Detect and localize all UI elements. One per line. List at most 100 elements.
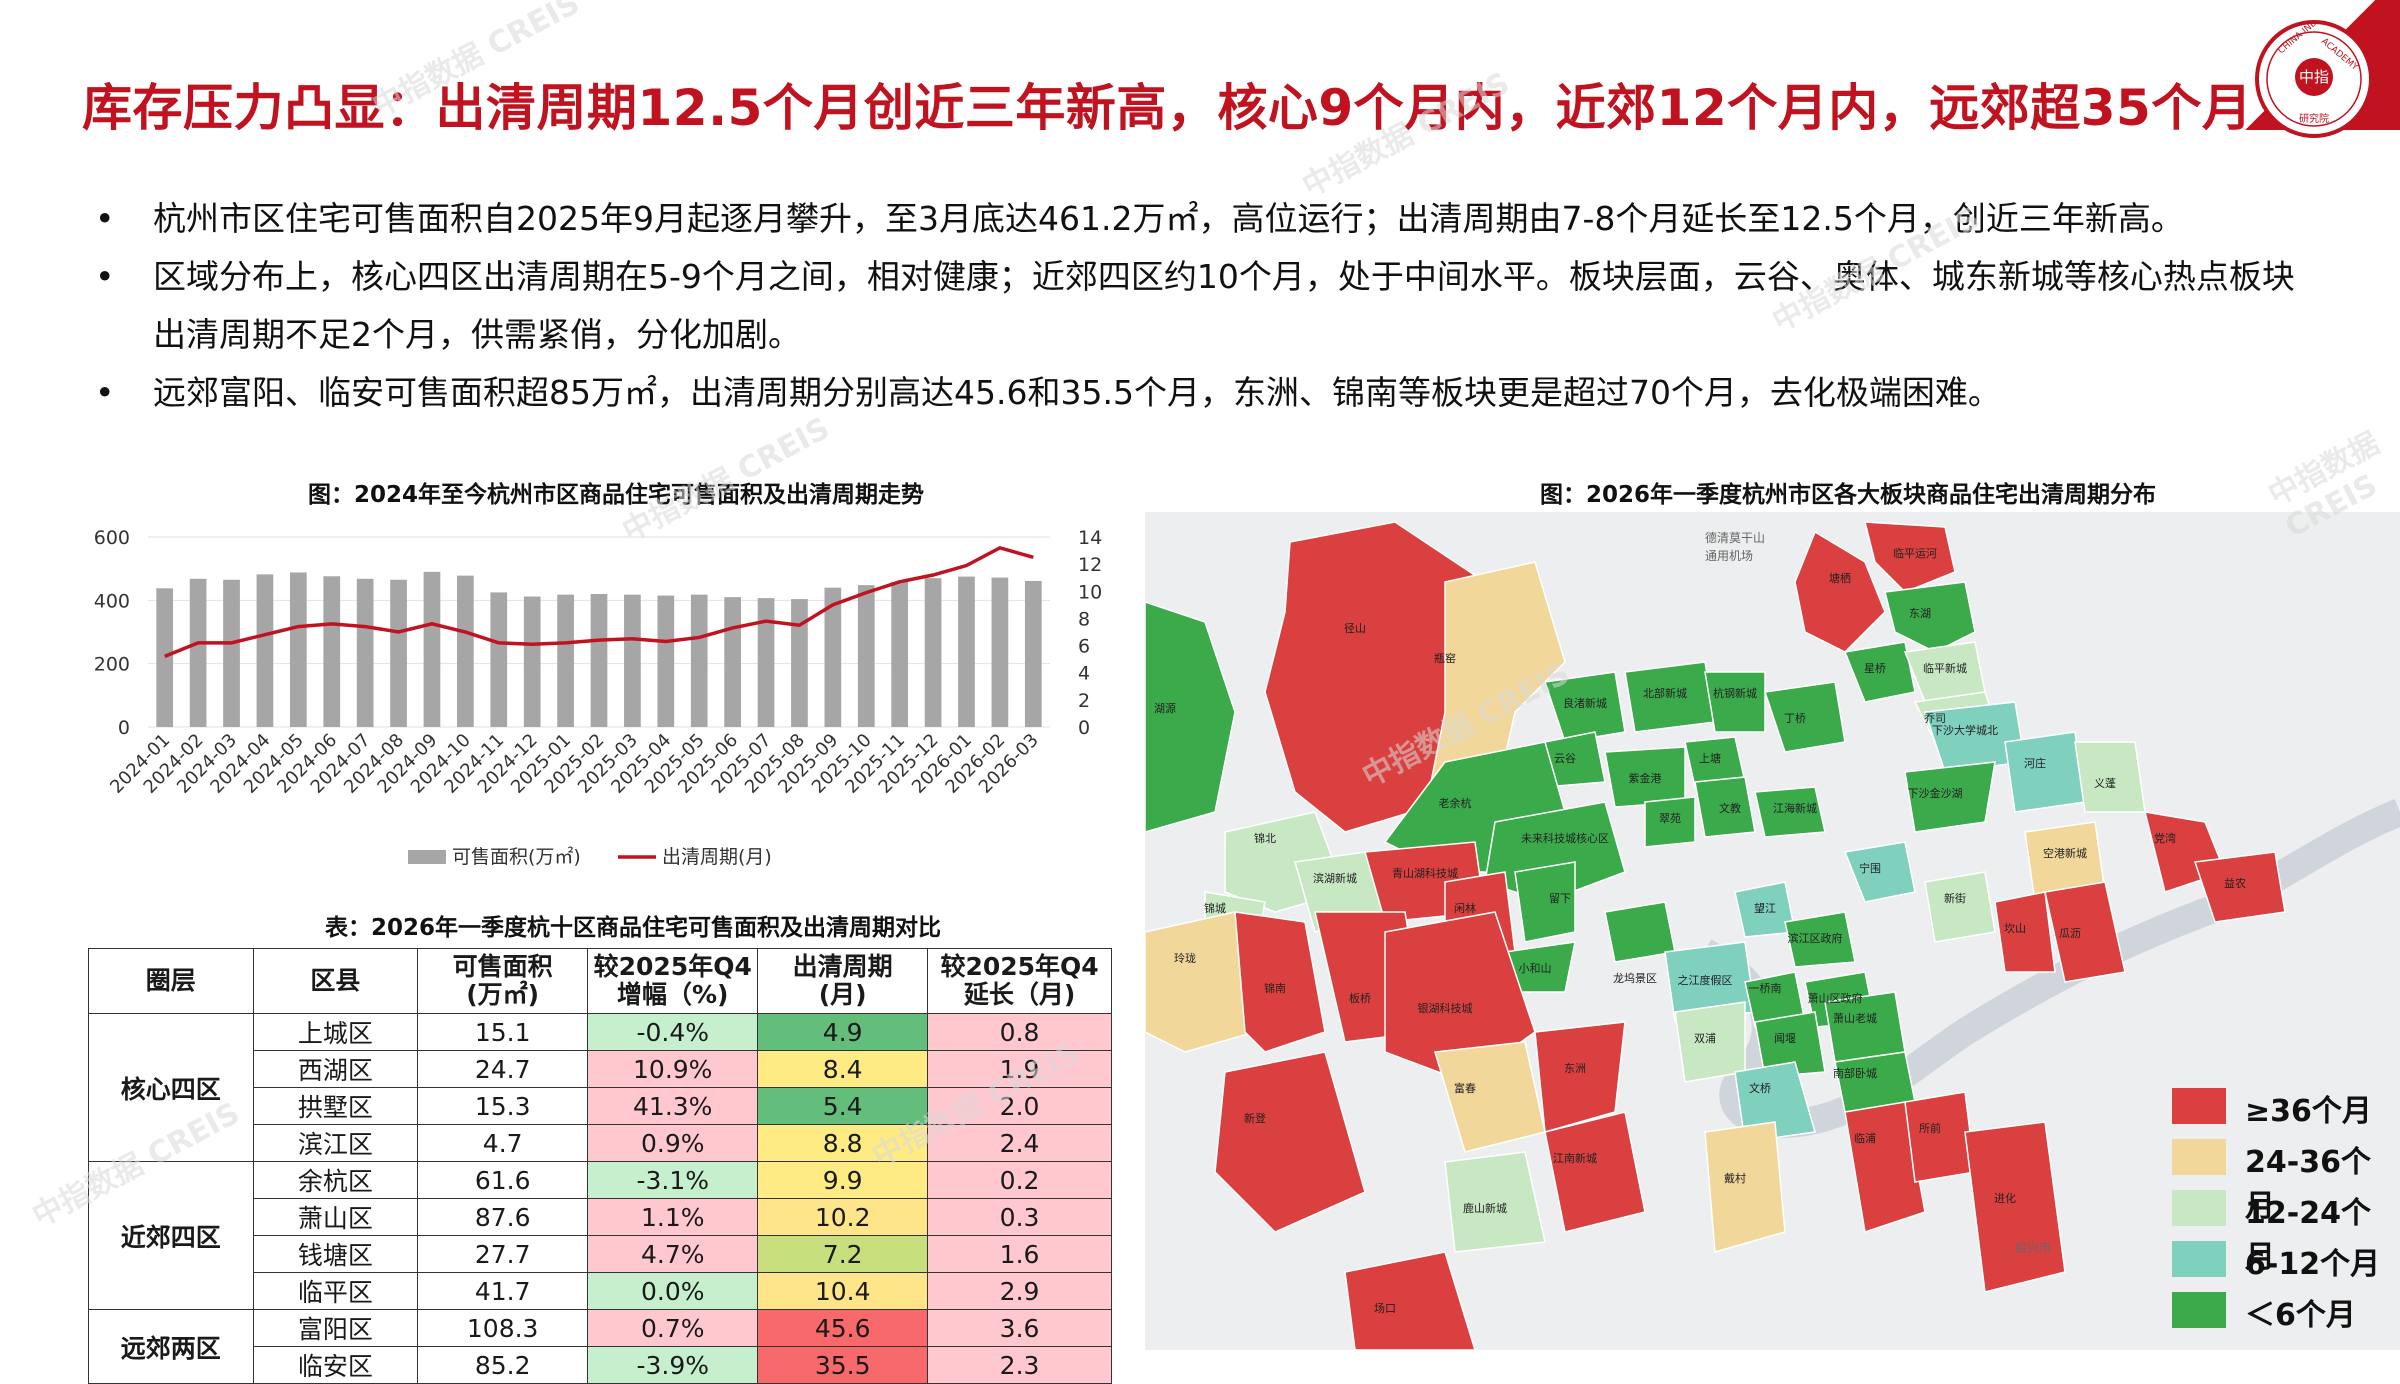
legend-swatch-area xyxy=(408,850,446,864)
map-plate-label: 龙坞景区 xyxy=(1613,971,1657,985)
bar xyxy=(289,572,307,727)
map-plate-label: 临平运河 xyxy=(1893,546,1937,560)
map-plate-region xyxy=(1644,796,1696,848)
cell-district: 钱塘区 xyxy=(252,1235,419,1273)
bullet-item: 杭州市区住宅可售面积自2025年9月起逐月攀升，至3月底达461.2万㎡，高位运… xyxy=(95,190,2295,248)
map-plate-label: 良渚新城 xyxy=(1563,696,1607,710)
map-plate-region xyxy=(1734,1061,1816,1143)
map-plate-region xyxy=(1964,1121,2066,1293)
map-plate-label: 所前 xyxy=(1919,1121,1941,1135)
bar xyxy=(223,579,240,727)
table-row: 滨江区 4.7 0.9% 8.8 2.4 xyxy=(89,1124,1112,1162)
map-plate-label: 玲珑 xyxy=(1174,952,1196,965)
map-plate-label: 南部卧城 xyxy=(1833,1066,1877,1080)
table-row: 拱墅区 15.3 41.3% 5.4 2.0 xyxy=(89,1087,1112,1125)
map-plate-label: 东湖 xyxy=(1909,607,1931,620)
slide: CHINA INDEX ACADEMY 研究院 中指 库存压力凸显：出清周期12… xyxy=(0,0,2400,1350)
map-plate-label: 乔司 xyxy=(1924,712,1946,725)
map-plate-label: 云谷 xyxy=(1554,752,1576,765)
map-plate-label: 径山 xyxy=(1344,622,1366,635)
map-plate-label: 湖源 xyxy=(1154,701,1176,715)
header-area-text: 可售面积 (万㎡) xyxy=(452,952,553,1009)
map-plate-label: 益农 xyxy=(2224,876,2246,890)
svg-text:研究院: 研究院 xyxy=(2299,112,2329,125)
table-header-row: 圈层 区县 可售面积 (万㎡) 较2025年Q4 增幅（%) 出清周期 (月) 较20… xyxy=(88,948,1112,1014)
cell-ring: 远郊两区 xyxy=(88,1309,254,1384)
page-title: 库存压力凸显：出清周期12.5个月创近三年新高，核心9个月内，近郊12个月内，远… xyxy=(82,79,2253,137)
bar xyxy=(490,592,508,727)
map-plate-label: 下沙大学城北 xyxy=(1932,723,1998,737)
map-plate-label: 未来科技城核心区 xyxy=(1521,831,1609,845)
bar xyxy=(724,597,741,727)
map-plate-label: 坎山 xyxy=(2004,922,2026,935)
y-left-tick-label: 400 xyxy=(94,590,130,612)
bar xyxy=(156,588,174,727)
map-plate-region xyxy=(1764,681,1846,753)
cell-district: 临平区 xyxy=(252,1272,419,1310)
cell-district: 上城区 xyxy=(252,1013,419,1051)
legend-swatch xyxy=(2172,1292,2226,1328)
map-plate-region xyxy=(1994,891,2056,973)
map-plate-label: 新街 xyxy=(1944,891,1966,905)
bar xyxy=(791,599,808,727)
bar xyxy=(523,596,541,727)
map-plate-region xyxy=(1444,1151,1546,1253)
map-plate-label: 闲林 xyxy=(1454,901,1476,915)
map-place-label: 通用机场 xyxy=(1705,549,1753,563)
map-plate-label: 滨江区政府 xyxy=(1788,931,1843,945)
map-plate-region xyxy=(1534,1021,1626,1133)
y-right-tick-label: 2 xyxy=(1078,690,1090,712)
map-plate-label: 闻堰 xyxy=(1774,1031,1796,1045)
map-plate-region xyxy=(1904,761,1996,833)
map-plate-label: 翠苑 xyxy=(1659,812,1681,825)
legend-label-cycle: 出清周期(月) xyxy=(662,846,772,868)
cell-cycle-change: 2.0 xyxy=(927,1087,1112,1125)
bar xyxy=(690,594,708,727)
cell-area: 27.7 xyxy=(417,1235,589,1273)
cell-ring: 近郊四区 xyxy=(88,1161,254,1310)
cell-area-change: 41.3% xyxy=(587,1087,759,1125)
bar xyxy=(924,578,942,727)
map-plate-label: 场口 xyxy=(1374,1301,1396,1315)
map-plate-region xyxy=(1864,521,1956,593)
cell-area-change: -0.4% xyxy=(587,1013,759,1051)
bar xyxy=(824,587,842,727)
table-row: 远郊两区 富阳区 108.3 0.7% 45.6 3.6 xyxy=(88,1309,1112,1384)
map-plate-region xyxy=(1924,871,1996,943)
map-place-label: 绍兴市 xyxy=(2015,1240,2051,1255)
map-plate-label: 戴村 xyxy=(1724,1171,1746,1185)
cell-area: 108.3 xyxy=(417,1309,589,1347)
map-plate-label: 小和山 xyxy=(1519,962,1552,975)
header-area-change: 较2025年Q4 增幅（%) xyxy=(587,948,759,1014)
y-left-tick-label: 600 xyxy=(94,527,130,549)
legend-label-area: 可售面积(万㎡) xyxy=(452,845,581,868)
map-plate-label: 萧山老城 xyxy=(1833,1012,1877,1025)
map-plate-label: 宁围 xyxy=(1859,861,1881,875)
map-plate-region xyxy=(1843,841,1916,903)
map-plate-label: 萧山区政府 xyxy=(1808,991,1863,1005)
trend-chart-title: 图：2024年至今杭州市区商品住宅可售面积及出清周期走势 xyxy=(308,482,925,508)
cell-area: 15.3 xyxy=(417,1087,589,1125)
bullet-list: 杭州市区住宅可售面积自2025年9月起逐月攀升，至3月底达461.2万㎡，高位运… xyxy=(95,190,2295,422)
map-plate-region xyxy=(1844,1101,1926,1233)
cell-area-change: 1.1% xyxy=(587,1198,759,1236)
map-plate-label: 丁桥 xyxy=(1784,712,1806,725)
cell-area: 61.6 xyxy=(417,1161,589,1199)
map-plate-region xyxy=(1544,671,1626,743)
cell-cycle-change: 3.6 xyxy=(927,1309,1112,1347)
map-plate-region xyxy=(1694,776,1756,838)
map-plate-region xyxy=(1784,911,1856,968)
map-plate-label: 瓜沥 xyxy=(2059,927,2081,940)
header-cycle-change: 较2025年Q4 延长（月) xyxy=(927,948,1112,1014)
bar xyxy=(891,581,909,727)
trend-chart: 0200400600024681012142024-012024-022024-… xyxy=(94,527,1102,868)
cell-area: 41.7 xyxy=(417,1272,589,1310)
china-index-academy-seal-logo: CHINA INDEX ACADEMY 研究院 中指 xyxy=(2255,20,2373,138)
cell-cycle: 8.8 xyxy=(757,1124,929,1162)
map-plate-label: 东洲 xyxy=(1564,1062,1586,1075)
bar xyxy=(390,579,407,727)
map-plate-region xyxy=(2193,851,2286,923)
map-plate-label: 进化 xyxy=(1994,1191,2016,1205)
y-right-tick-label: 0 xyxy=(1078,717,1090,739)
map-plate-label: 江南新城 xyxy=(1553,1151,1597,1165)
